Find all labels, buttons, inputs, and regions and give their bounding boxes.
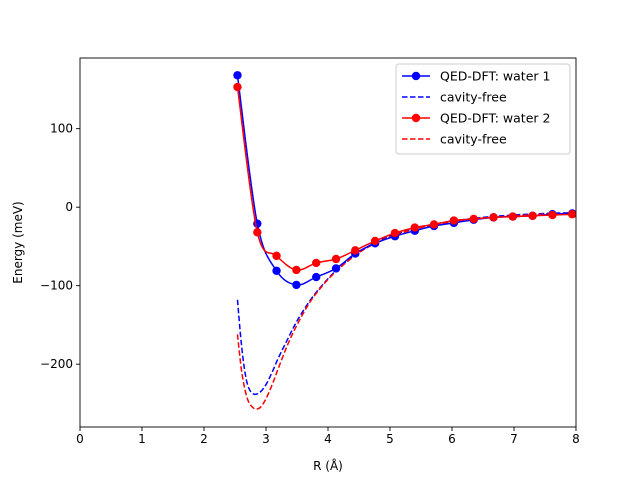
series-2-point xyxy=(312,258,321,268)
series-0-point xyxy=(312,272,321,282)
series-2-point xyxy=(489,213,498,222)
series-2-point xyxy=(351,246,360,255)
series-1-cavity-free-line xyxy=(236,211,576,396)
series-2-point xyxy=(528,211,537,221)
x-tick-label: 2 xyxy=(200,432,208,446)
y-tick-label: −200 xyxy=(40,357,73,371)
x-tick-label: 8 xyxy=(572,432,580,446)
legend-swatch-marker xyxy=(411,113,421,123)
series-2-point xyxy=(508,212,517,221)
x-tick-label: 7 xyxy=(510,432,518,446)
series-2-point xyxy=(331,254,341,264)
y-axis: −200 −100 0 100 xyxy=(40,122,80,371)
series-2-point xyxy=(292,265,301,275)
legend-label: cavity-free xyxy=(440,132,507,147)
series-2-point xyxy=(449,216,459,225)
y-tick-label: 100 xyxy=(50,122,73,136)
x-axis: 0 1 2 3 4 5 6 7 8 xyxy=(76,427,580,446)
series-2-point xyxy=(233,82,242,92)
y-axis-label: Energy (meV) xyxy=(11,201,25,283)
series-0-point xyxy=(272,266,281,275)
series-2-point xyxy=(429,220,439,229)
series-2-point xyxy=(568,210,576,219)
series-2-point xyxy=(548,210,557,220)
series-0-point xyxy=(331,264,341,273)
x-tick-label: 6 xyxy=(448,432,456,446)
legend-swatch-marker xyxy=(411,71,421,81)
legend-label: QED-DFT: water 2 xyxy=(440,111,550,126)
y-tick-label: −100 xyxy=(40,279,73,293)
series-2-point xyxy=(469,214,478,224)
x-tick-label: 1 xyxy=(138,432,146,446)
series-2-point xyxy=(272,251,281,261)
x-tick-label: 0 xyxy=(76,432,84,446)
series-2-point xyxy=(410,223,419,232)
legend-box xyxy=(395,63,571,155)
series-3-cavity-free-line xyxy=(236,212,576,410)
x-tick-label: 4 xyxy=(324,432,332,446)
x-tick-label: 3 xyxy=(262,432,270,446)
series-0-point xyxy=(292,280,301,290)
legend-label: cavity-free xyxy=(440,90,507,105)
legend: QED-DFT: water 1 cavity-free QED-DFT: wate… xyxy=(395,63,571,155)
series-0-point xyxy=(233,71,242,80)
x-axis-label: R (Å) xyxy=(313,458,343,473)
y-tick-label: 0 xyxy=(65,200,73,214)
legend-label: QED-DFT: water 1 xyxy=(440,69,550,84)
series-2-point xyxy=(253,228,262,237)
x-tick-label: 5 xyxy=(386,432,394,446)
plot-series xyxy=(233,71,576,410)
series-2-point xyxy=(390,228,400,238)
series-2-point xyxy=(370,236,380,246)
